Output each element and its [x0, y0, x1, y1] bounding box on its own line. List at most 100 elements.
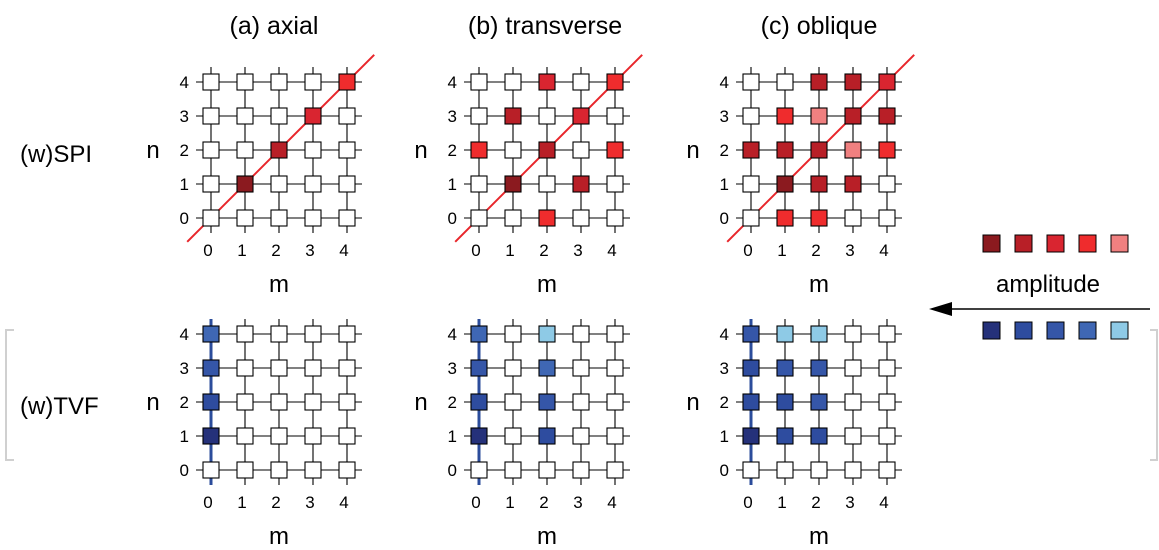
n-axis-label: n [414, 137, 427, 164]
mode-cell-empty [606, 175, 624, 193]
n-tick-label: 1 [448, 427, 457, 446]
mode-cell-empty [538, 107, 556, 125]
m-tick-label: 2 [271, 493, 280, 512]
mode-cell-filled [236, 175, 254, 193]
mode-cell-filled [844, 107, 862, 125]
mode-cell-empty [742, 107, 760, 125]
mode-cell-empty [844, 461, 862, 479]
mode-cell-filled [470, 359, 488, 377]
mode-cell-empty [270, 325, 288, 343]
n-tick-label: 2 [180, 393, 189, 412]
mode-cell-filled [878, 73, 896, 91]
mode-cell-filled [810, 209, 828, 227]
m-tick-label: 1 [777, 493, 786, 512]
mode-cell-filled [606, 73, 624, 91]
mode-cell-filled [270, 141, 288, 159]
mode-cell-filled [202, 325, 220, 343]
mode-cell-empty [844, 393, 862, 411]
mode-cell-filled [538, 141, 556, 159]
m-tick-label: 0 [203, 241, 212, 260]
panel-r1-c0: 00 1 1 2 2 3 3 4 4 n m [146, 319, 362, 550]
mode-cell-filled [844, 73, 862, 91]
n-tick-label: 4 [448, 73, 457, 92]
n-tick-label: 1 [720, 427, 729, 446]
mode-cell-filled [810, 73, 828, 91]
mode-cell-empty [606, 427, 624, 445]
mode-cell-filled [470, 393, 488, 411]
mode-cell-filled [504, 175, 522, 193]
mode-cell-empty [202, 461, 220, 479]
mode-cell-filled [742, 325, 760, 343]
column-title-axial: (a) axial [230, 12, 319, 40]
mode-cell-empty [504, 393, 522, 411]
n-tick-label: 3 [180, 107, 189, 126]
mode-cell-filled [776, 209, 794, 227]
mode-cell-empty [572, 325, 590, 343]
m-tick-label: 3 [573, 493, 582, 512]
mode-cell-filled [742, 393, 760, 411]
amplitude-legend: amplitude [996, 271, 1100, 298]
legend-blue-swatch [1078, 321, 1097, 340]
mode-cell-empty [878, 359, 896, 377]
mode-cell-filled [470, 141, 488, 159]
column-title-transverse: (b) transverse [468, 12, 622, 40]
panel-r0-c1: 00 1 1 2 2 3 3 4 4 n m [414, 54, 643, 298]
m-tick-label: 4 [339, 493, 348, 512]
mode-cell-filled [776, 359, 794, 377]
mode-cell-empty [202, 107, 220, 125]
mode-cell-filled [878, 141, 896, 159]
m-tick-label: 3 [305, 493, 314, 512]
m-axis-label: m [269, 271, 289, 298]
mode-cell-empty [270, 359, 288, 377]
column-title-oblique: (c) oblique [761, 12, 878, 40]
mode-cell-filled [538, 427, 556, 445]
n-tick-label: 2 [720, 141, 729, 160]
n-tick-label: 2 [720, 393, 729, 412]
panel-r1-c1: 00 1 1 2 2 3 3 4 4 n m [414, 319, 630, 550]
mode-cell-filled [810, 359, 828, 377]
m-axis-label: m [809, 523, 829, 550]
mode-cell-filled [810, 427, 828, 445]
n-tick-label: 4 [720, 73, 729, 92]
mode-cell-empty [270, 393, 288, 411]
mode-cell-empty [270, 427, 288, 445]
mode-cell-filled [776, 427, 794, 445]
mode-cell-empty [606, 107, 624, 125]
mode-cell-filled [810, 141, 828, 159]
mode-cell-empty [236, 209, 254, 227]
m-tick-label: 3 [305, 241, 314, 260]
m-axis-label: m [537, 523, 557, 550]
panel-r0-c0: 00 1 1 2 2 3 3 4 4 n m [146, 54, 375, 298]
mode-cell-empty [572, 73, 590, 91]
mode-cell-empty [236, 461, 254, 479]
m-tick-label: 1 [505, 493, 514, 512]
mode-cell-empty [338, 461, 356, 479]
mode-cell-empty [572, 461, 590, 479]
n-axis-label: n [686, 137, 699, 164]
m-tick-label: 2 [271, 241, 280, 260]
n-axis-label: n [146, 389, 159, 416]
n-tick-label: 2 [448, 141, 457, 160]
mode-cell-empty [304, 209, 322, 227]
mode-cell-empty [504, 141, 522, 159]
mode-cell-empty [504, 209, 522, 227]
m-tick-label: 1 [237, 241, 246, 260]
mode-cell-empty [270, 461, 288, 479]
m-tick-label: 4 [339, 241, 348, 260]
mode-cell-empty [538, 461, 556, 479]
mode-cell-filled [538, 325, 556, 343]
n-axis-label: n [686, 389, 699, 416]
n-tick-label: 0 [448, 209, 457, 228]
mode-cell-empty [606, 209, 624, 227]
n-tick-label: 0 [448, 461, 457, 480]
mode-cell-filled [606, 141, 624, 159]
mode-cell-empty [270, 73, 288, 91]
legend-blue-swatch [1014, 321, 1033, 340]
n-tick-label: 1 [720, 175, 729, 194]
mode-cell-empty [202, 209, 220, 227]
mode-cell-filled [338, 73, 356, 91]
mode-cell-empty [236, 427, 254, 445]
mode-cell-filled [572, 107, 590, 125]
mode-cell-empty [304, 141, 322, 159]
n-tick-label: 1 [448, 175, 457, 194]
